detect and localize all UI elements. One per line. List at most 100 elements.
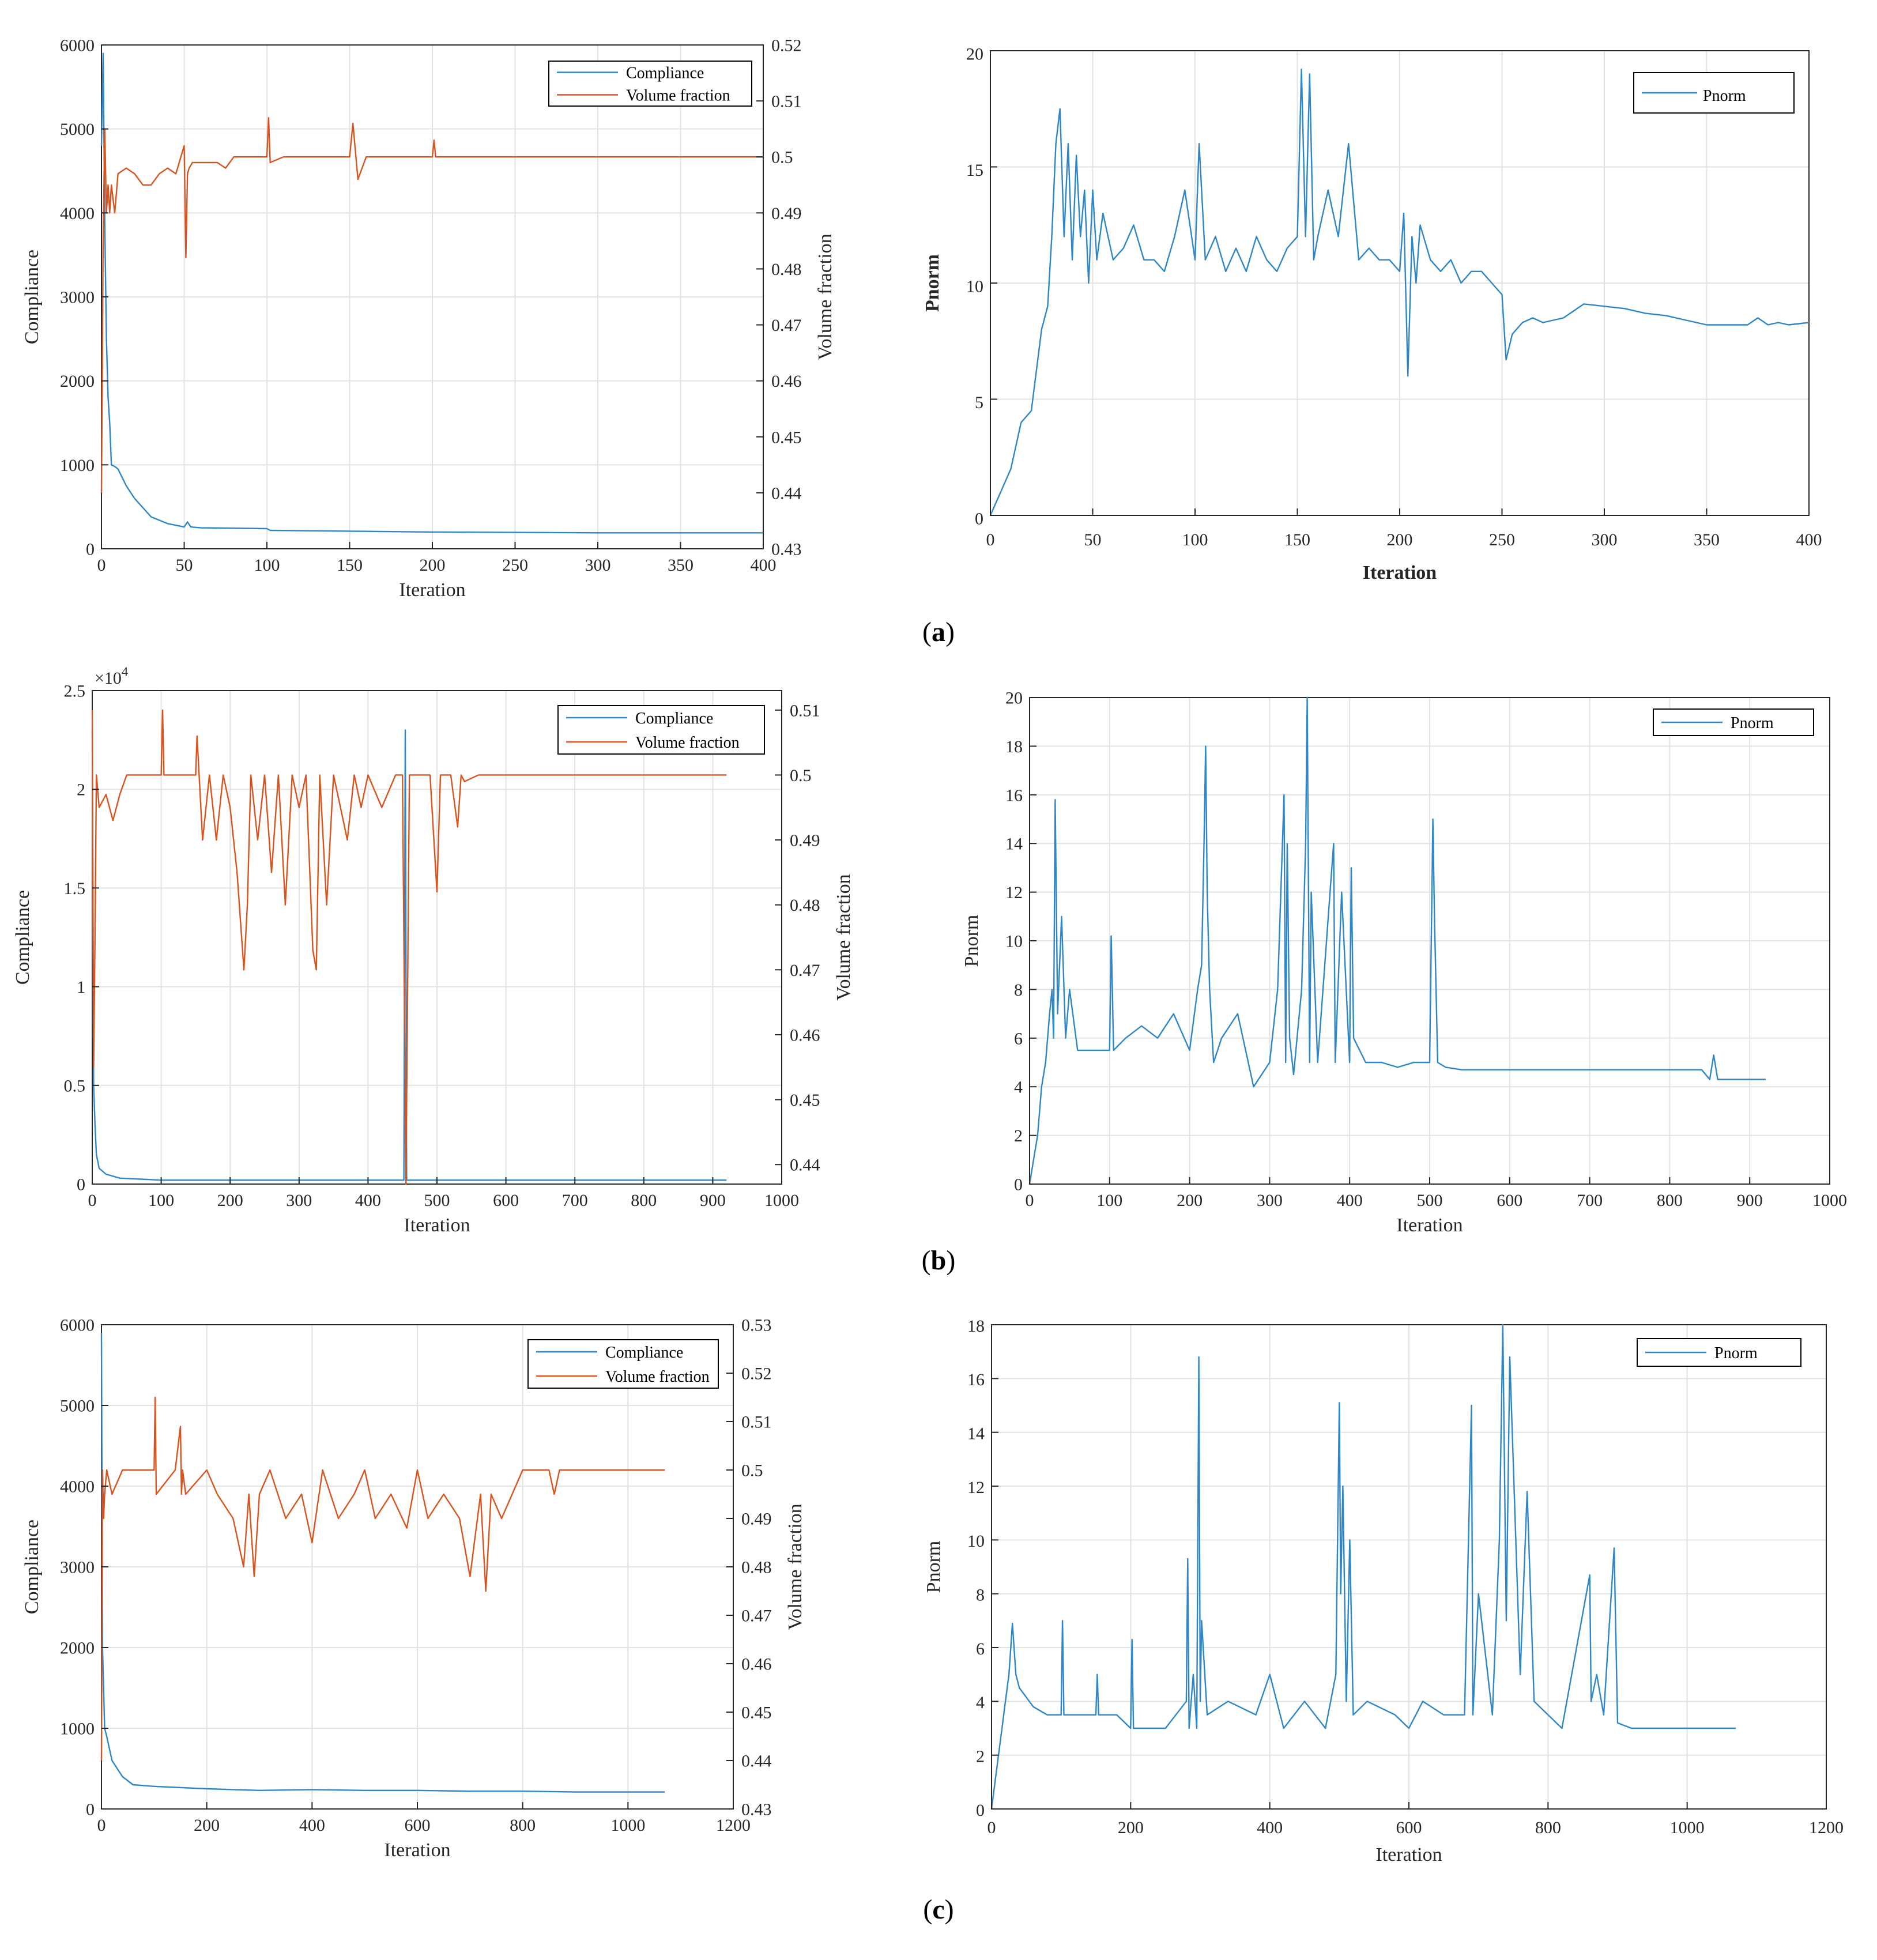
x-tick-label: 0 xyxy=(1026,1191,1034,1210)
x-tick-label: 100 xyxy=(148,1191,174,1210)
y-tick-label: 6000 xyxy=(60,36,95,55)
y-tick-label: 10 xyxy=(966,277,983,296)
y-tick-label: 1 xyxy=(77,978,85,997)
y-exponent-power: 4 xyxy=(122,664,128,679)
x-tick-label: 400 xyxy=(1796,530,1822,549)
y-right-axis-label: Volume fraction xyxy=(833,874,854,1000)
y-right-tick-label: 0.51 xyxy=(771,92,802,111)
y-right-tick-label: 0.46 xyxy=(741,1655,772,1674)
series-line-volume-fraction xyxy=(91,709,727,1185)
legend: Pnorm xyxy=(1637,1338,1801,1367)
x-tick-label: 50 xyxy=(176,556,193,575)
y-tick-label: 4 xyxy=(976,1693,985,1712)
x-tick-label: 0 xyxy=(97,556,106,575)
legend: Compliance Volume fraction xyxy=(527,1339,719,1389)
y-right-tick-label: 0.47 xyxy=(741,1607,772,1626)
series-line-compliance xyxy=(100,52,763,534)
y-tick-label: 10 xyxy=(1005,932,1023,951)
x-axis-label: Iteration xyxy=(404,1215,470,1236)
x-tick-label: 1200 xyxy=(1809,1818,1844,1837)
y-tick-label: 10 xyxy=(967,1532,985,1551)
y-tick-label: 2.5 xyxy=(64,682,86,701)
x-axis-label: Iteration xyxy=(384,1840,450,1861)
x-tick-label: 400 xyxy=(1337,1191,1363,1210)
y-tick-label: 16 xyxy=(1005,786,1023,805)
y-tick-label: 5000 xyxy=(60,120,95,139)
x-tick-label: 1000 xyxy=(1670,1818,1705,1837)
y-axis-label: Compliance xyxy=(21,1520,43,1614)
y-tick-label: 8 xyxy=(976,1586,985,1605)
x-tick-label: 700 xyxy=(1577,1191,1603,1210)
series-line-compliance xyxy=(100,1332,665,1793)
x-tick-label: 0 xyxy=(97,1816,106,1835)
x-tick-label: 400 xyxy=(751,556,777,575)
x-tick-label: 100 xyxy=(254,556,280,575)
y-axis-label: Compliance xyxy=(12,890,33,985)
x-tick-label: 200 xyxy=(420,556,446,575)
y-right-tick-label: 0.49 xyxy=(790,831,820,850)
chart-a_left: 0 50 100 150 200 250 300 350 4000100020003000400… xyxy=(21,36,836,601)
y-tick-label: 15 xyxy=(966,161,983,180)
x-tick-label: 350 xyxy=(1694,530,1720,549)
y-right-axis-label: Volume fraction xyxy=(815,233,836,360)
y-tick-label: 3000 xyxy=(60,1558,95,1577)
legend-box xyxy=(1637,1338,1801,1367)
legend-box xyxy=(557,705,765,755)
y-exponent-label: ×104 xyxy=(95,664,128,688)
chart-a_right: 0 50 100 150 200 250 300 350 400 0 5 10 15 20 Iteratio… xyxy=(922,44,1822,583)
y-right-tick-label: 0.47 xyxy=(771,316,802,335)
y-axis-label: Compliance xyxy=(21,250,43,344)
x-tick-label: 600 xyxy=(493,1191,519,1210)
panel-label-a: (a) xyxy=(922,617,955,647)
x-axis-label: Iteration xyxy=(1396,1215,1463,1236)
x-tick-label: 300 xyxy=(1592,530,1618,549)
series-line-pnorm xyxy=(990,1324,1736,1810)
x-tick-label: 250 xyxy=(1489,530,1515,549)
x-tick-label: 1000 xyxy=(1812,1191,1847,1210)
y-tick-label: 8 xyxy=(1014,981,1023,1000)
y-right-tick-label: 0.46 xyxy=(790,1026,820,1045)
y-right-tick-label: 0.51 xyxy=(741,1413,772,1432)
panel-label-b: (b) xyxy=(922,1245,956,1276)
panel-label-letter: a xyxy=(932,617,945,647)
y-right-tick-label: 0.43 xyxy=(741,1800,772,1819)
y-right-tick-label: 0.5 xyxy=(741,1461,763,1480)
chart-b_right: 0 100 200 300 400 500 600 700 800 900 1000 0 2 4 6 8 10 1… xyxy=(961,689,1847,1237)
y-tick-label: 18 xyxy=(967,1317,985,1336)
legend-label: Pnorm xyxy=(1714,1344,1758,1362)
x-tick-label: 1000 xyxy=(610,1816,645,1835)
x-tick-label: 50 xyxy=(1084,530,1102,549)
y-right-tick-label: 0.44 xyxy=(771,484,802,503)
legend-label: Pnorm xyxy=(1703,87,1746,105)
y-tick-label: 2 xyxy=(77,781,85,800)
y-tick-label: 1000 xyxy=(60,1720,95,1739)
legend-label: Compliance xyxy=(635,710,713,728)
y-axis-label: Pnorm xyxy=(923,1541,944,1593)
x-tick-label: 400 xyxy=(299,1816,325,1835)
panel-label-close: ) xyxy=(946,1245,955,1276)
chart-c_right: 0 200 400 600 800 1000 1200 0 2 4 6 8 10 12 14 16 18 Iter… xyxy=(923,1317,1844,1865)
x-tick-label: 400 xyxy=(1257,1818,1283,1837)
y-right-tick-label: 0.45 xyxy=(790,1091,820,1110)
panel-label-c: (c) xyxy=(923,1894,953,1925)
y-tick-label: 3000 xyxy=(60,288,95,307)
legend: Compliance Volume fraction xyxy=(548,61,752,107)
chart-c_left: 0 200 400 600 800 1000 1200 0 1000 2000 3000 4000 50… xyxy=(21,1316,806,1861)
x-tick-label: 1200 xyxy=(716,1816,751,1835)
series-line-compliance xyxy=(91,729,727,1181)
x-tick-label: 700 xyxy=(562,1191,588,1210)
y-right-tick-label: 0.53 xyxy=(741,1316,772,1335)
y-tick-label: 1.5 xyxy=(64,879,86,898)
x-tick-label: 0 xyxy=(986,530,995,549)
y-tick-label: 4000 xyxy=(60,1477,95,1497)
panel-label-close: ) xyxy=(945,617,955,647)
x-tick-label: 0 xyxy=(88,1191,97,1210)
chart-b_left: 0 100 200 300 400 500 600 700 800 900 100000.511.5… xyxy=(12,664,854,1236)
y-right-tick-label: 0.49 xyxy=(741,1510,772,1529)
x-tick-label: 900 xyxy=(700,1191,726,1210)
y-tick-label: 0.5 xyxy=(64,1076,86,1095)
series-line-pnorm xyxy=(1028,696,1766,1185)
y-tick-label: 12 xyxy=(967,1478,985,1497)
x-tick-label: 250 xyxy=(502,556,528,575)
y-tick-label: 0 xyxy=(86,540,95,559)
